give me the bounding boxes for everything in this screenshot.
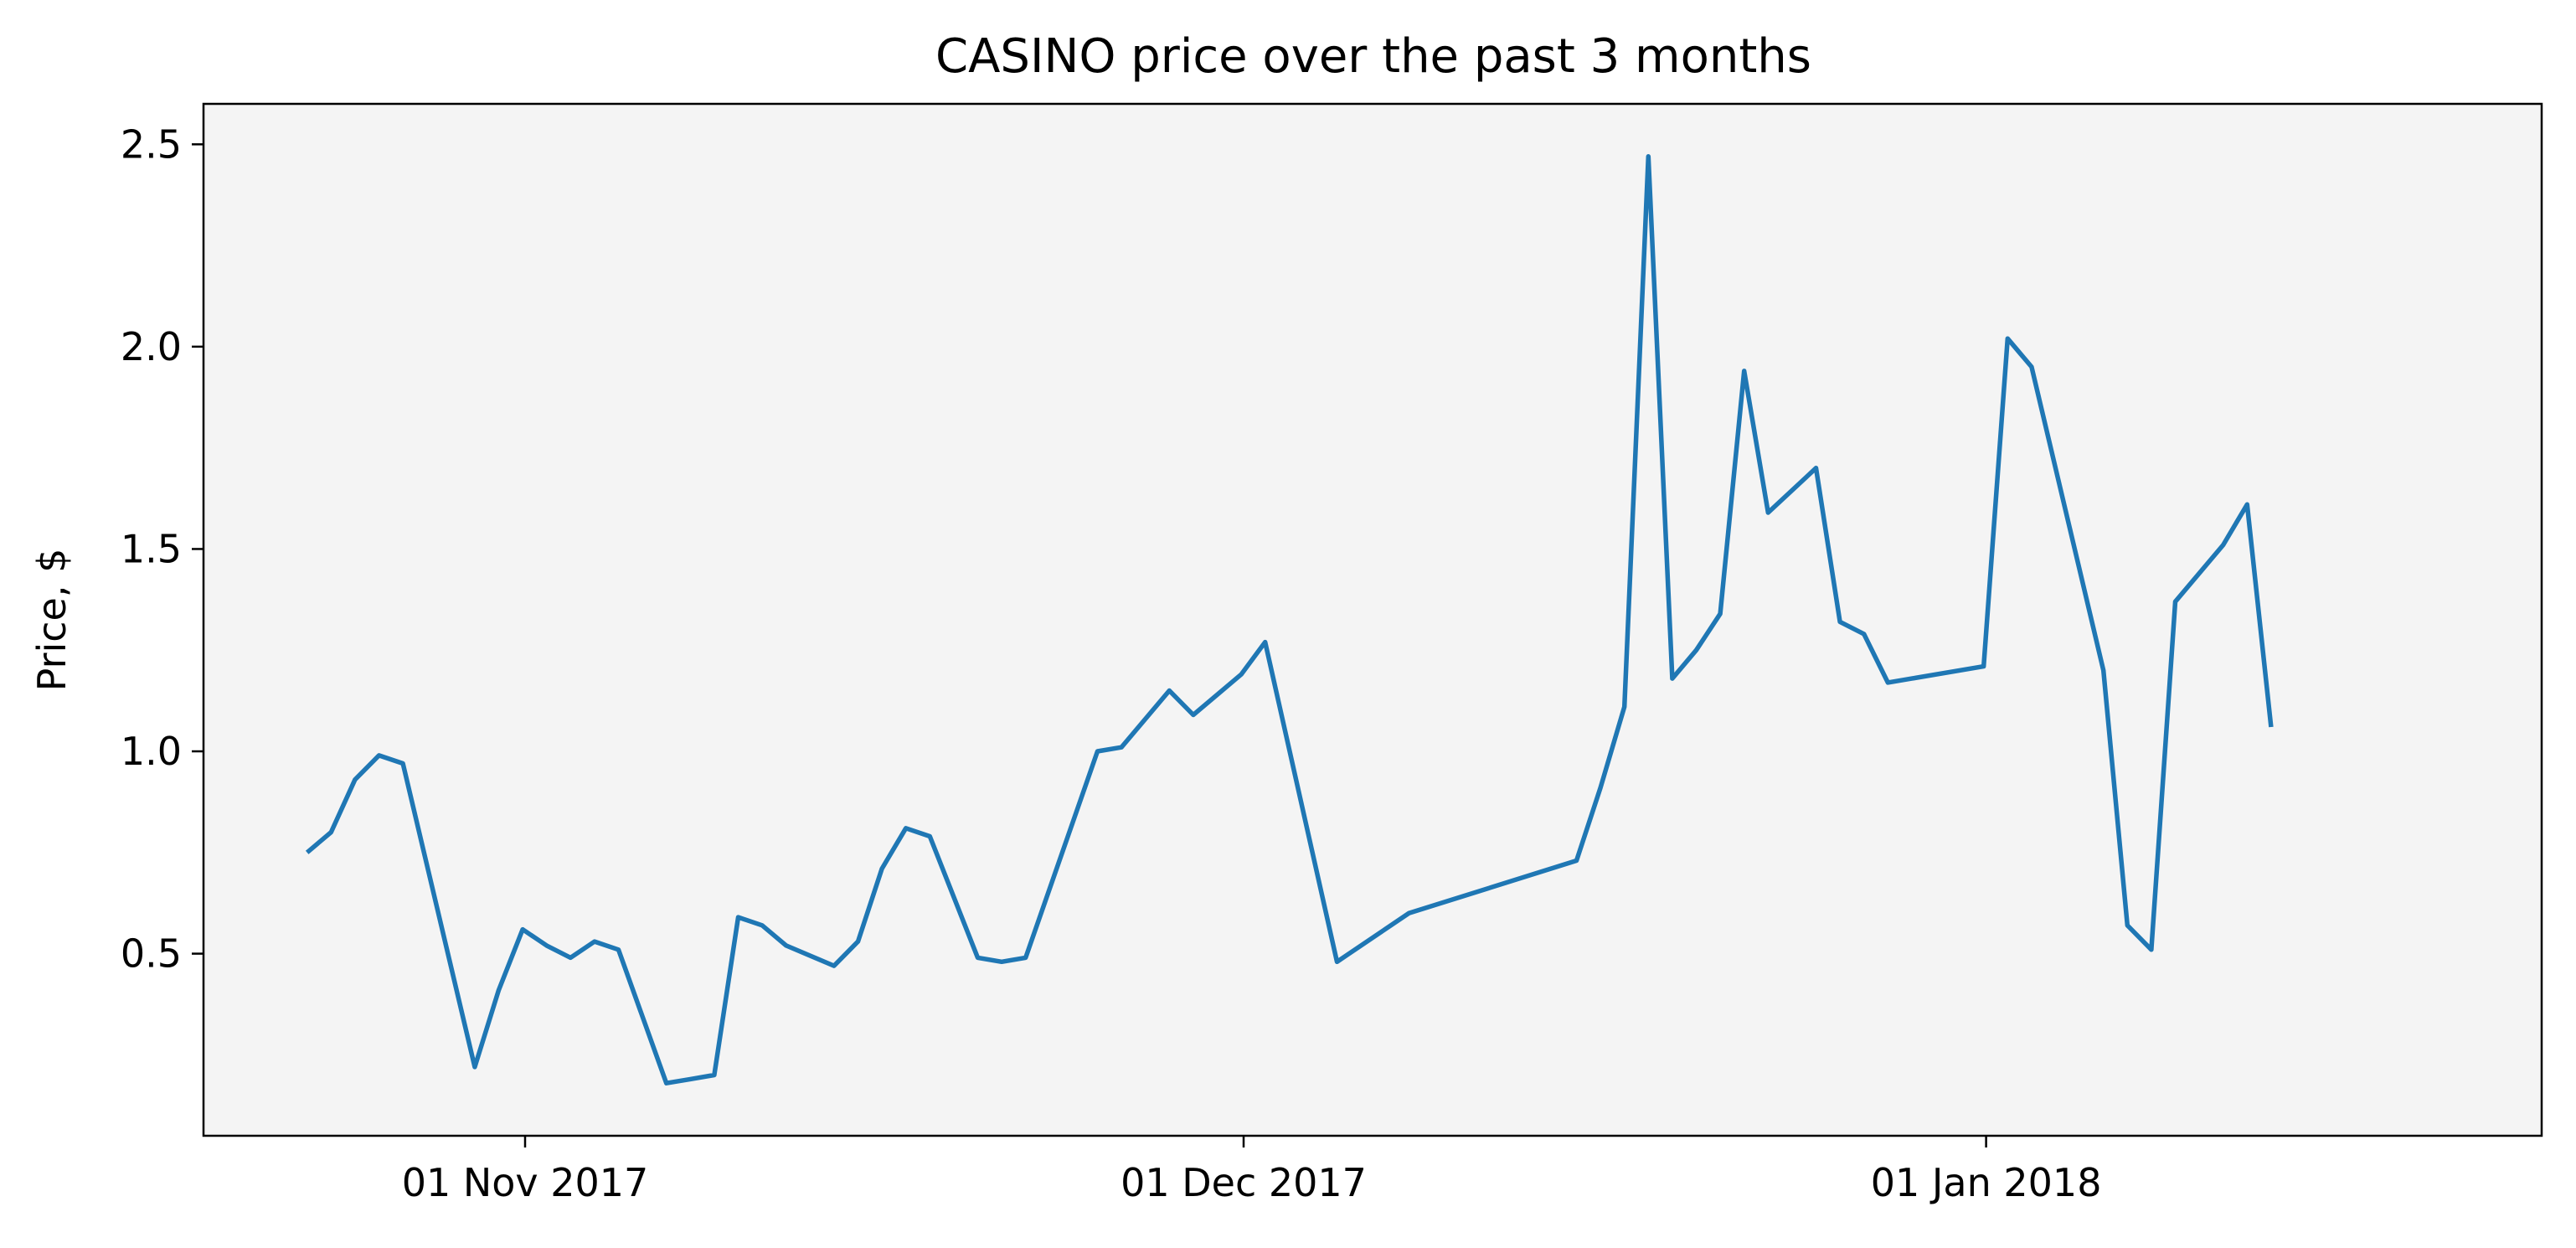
x-axis: 01 Nov 2017 01 Dec 2017 01 Jan 2018 xyxy=(402,1136,2102,1205)
y-tick-label: 0.5 xyxy=(121,931,182,977)
series-layer xyxy=(305,154,2274,1086)
plot-frame xyxy=(202,102,2543,1137)
plot-area xyxy=(204,104,2542,1136)
x-tick-label: 01 Nov 2017 xyxy=(402,1160,649,1205)
y-axis: 0.5 1.0 1.5 2.0 2.5 xyxy=(121,121,204,977)
x-tick-label: 01 Dec 2017 xyxy=(1121,1160,1367,1205)
y-tick-label: 2.5 xyxy=(121,121,182,167)
x-tick-label: 01 Jan 2018 xyxy=(1871,1160,2102,1205)
y-axis-label: Price, $ xyxy=(29,549,75,692)
y-tick-label: 1.0 xyxy=(121,729,182,774)
y-tick-label: 1.5 xyxy=(121,526,182,571)
series-line-casino xyxy=(305,154,2274,1086)
chart-title: CASINO price over the past 3 months xyxy=(935,29,1811,84)
y-tick-label: 2.0 xyxy=(121,324,182,369)
